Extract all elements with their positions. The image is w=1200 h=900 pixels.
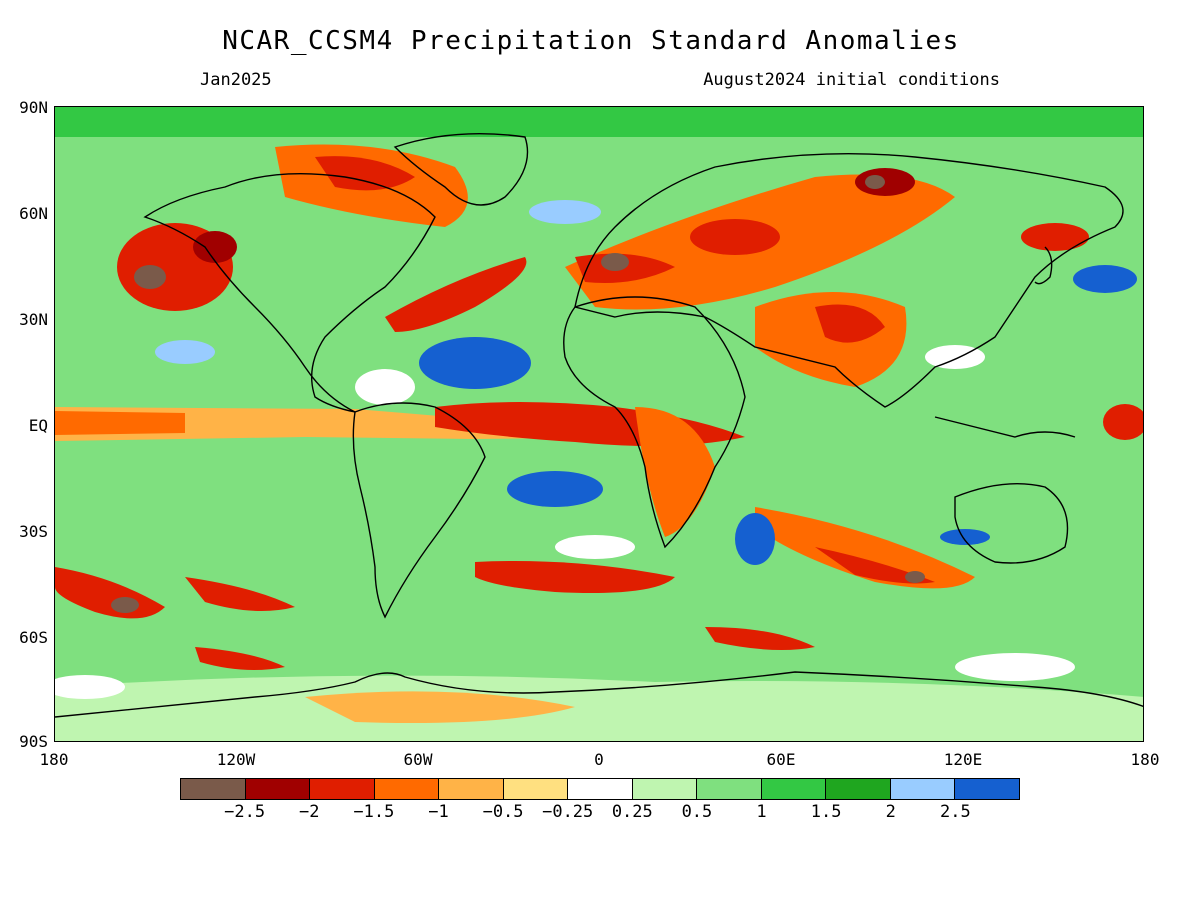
antarctica-coast: [55, 671, 1143, 718]
legend-swatch: [310, 779, 375, 799]
white-patch-1: [355, 369, 415, 405]
lon-label-120w: 120W: [216, 750, 256, 769]
legend-tick-label: −2: [298, 802, 320, 822]
legend-swatch: [374, 779, 440, 799]
legend-swatch: [503, 779, 569, 799]
s-ocean-dry3: [705, 627, 815, 651]
w-pacific-eq-dry: [1103, 404, 1143, 440]
color-legend: [180, 778, 1020, 800]
siberia-core: [865, 175, 885, 189]
legend-tick-label: 1.5: [810, 802, 842, 822]
legend-tick-label: −1.5: [353, 802, 395, 822]
europe-core: [601, 253, 629, 271]
greenland-coast: [393, 132, 529, 206]
lat-label-90n: 90N: [19, 98, 48, 117]
n-atlantic-dry: [385, 257, 527, 332]
africa-coast: [563, 296, 746, 549]
legend-swatch: [632, 779, 698, 799]
legend-swatch: [826, 779, 891, 799]
legend-tick-label: −0.5: [482, 802, 524, 822]
legend-swatch: [181, 779, 246, 799]
lat-label-30s: 30S: [19, 522, 48, 541]
coastlines: [55, 132, 1143, 718]
s-pacific-core: [111, 597, 139, 613]
s-indian-dry: [755, 507, 975, 589]
greenland-wet: [529, 200, 601, 224]
anomaly-map: [54, 106, 1144, 742]
legend-swatch: [245, 779, 311, 799]
legend-tick-label: −1: [428, 802, 449, 822]
legend-tick-label: 0.25: [611, 802, 653, 822]
ne-pacific-core: [134, 265, 166, 289]
europe-dry: [575, 253, 675, 283]
north-america-coast: [143, 172, 436, 413]
nw-pacific-wet: [1073, 265, 1137, 293]
s-indian-core: [815, 547, 935, 584]
legend-swatch: [697, 779, 762, 799]
lat-label-60n: 60N: [19, 204, 48, 223]
legend-tick-label: 0.5: [681, 802, 713, 822]
madagascar-wet: [735, 513, 775, 565]
legend-tick-label: 2.5: [940, 802, 971, 822]
lon-label-180e: 180: [1130, 750, 1160, 769]
japan-coast: [1034, 246, 1053, 285]
russia-dry: [690, 219, 780, 255]
s-atlantic-wet: [507, 471, 603, 507]
target-month-label: Jan2025: [200, 70, 272, 90]
legend-tick-label: 1: [756, 802, 767, 822]
initial-conditions-label: August2024 initial conditions: [703, 70, 1000, 90]
legend-tick-label: 2: [885, 802, 896, 822]
legend-swatch: [890, 779, 956, 799]
lon-label-120e: 120E: [943, 750, 983, 769]
atlantic-wet: [419, 337, 531, 389]
white-patch-5: [55, 675, 125, 699]
legend-swatch: [568, 779, 633, 799]
japan-dry: [1021, 223, 1089, 251]
lat-label-90s: 90S: [19, 732, 48, 751]
legend-swatch: [761, 779, 827, 799]
south-america-coast: [352, 402, 486, 619]
lon-label-180w: 180: [39, 750, 69, 769]
lon-label-60e: 60E: [766, 750, 796, 769]
ne-pacific-core2: [193, 231, 237, 263]
chart-title: NCAR_CCSM4 Precipitation Standard Anomal…: [222, 26, 960, 56]
c-pacific-wet: [155, 340, 215, 364]
australia-coast: [954, 483, 1069, 564]
arctic-canada-core: [315, 156, 415, 191]
lon-label-0: 0: [594, 750, 604, 769]
s-indian-brown: [905, 571, 925, 583]
s-ocean-dry4: [195, 647, 285, 671]
australia-wet: [940, 529, 990, 545]
indonesia-coast: [934, 416, 1076, 438]
middle-east-core: [815, 304, 885, 343]
legend-swatch: [955, 779, 1019, 799]
white-patch-3: [555, 535, 635, 559]
lon-label-60w: 60W: [403, 750, 433, 769]
legend-tick-label: −0.25: [542, 802, 594, 822]
central-africa-dry: [635, 407, 715, 537]
legend-swatch: [439, 779, 504, 799]
antarctic-band: [55, 675, 1143, 741]
lat-label-eq: EQ: [28, 416, 48, 435]
eurasia-coast: [574, 152, 1124, 408]
lat-label-60s: 60S: [19, 628, 48, 647]
eq-pacific-core: [55, 411, 185, 435]
white-patch-2: [925, 345, 985, 369]
s-atlantic-dry: [475, 561, 675, 593]
antarctic-dry: [305, 691, 575, 723]
map-canvas: [55, 107, 1143, 741]
white-patch-4: [955, 653, 1075, 681]
lat-label-30n: 30N: [19, 310, 48, 329]
arctic-band: [55, 107, 1143, 137]
s-pacific-dry2: [185, 577, 295, 611]
legend-tick-label: −2.5: [224, 802, 266, 822]
